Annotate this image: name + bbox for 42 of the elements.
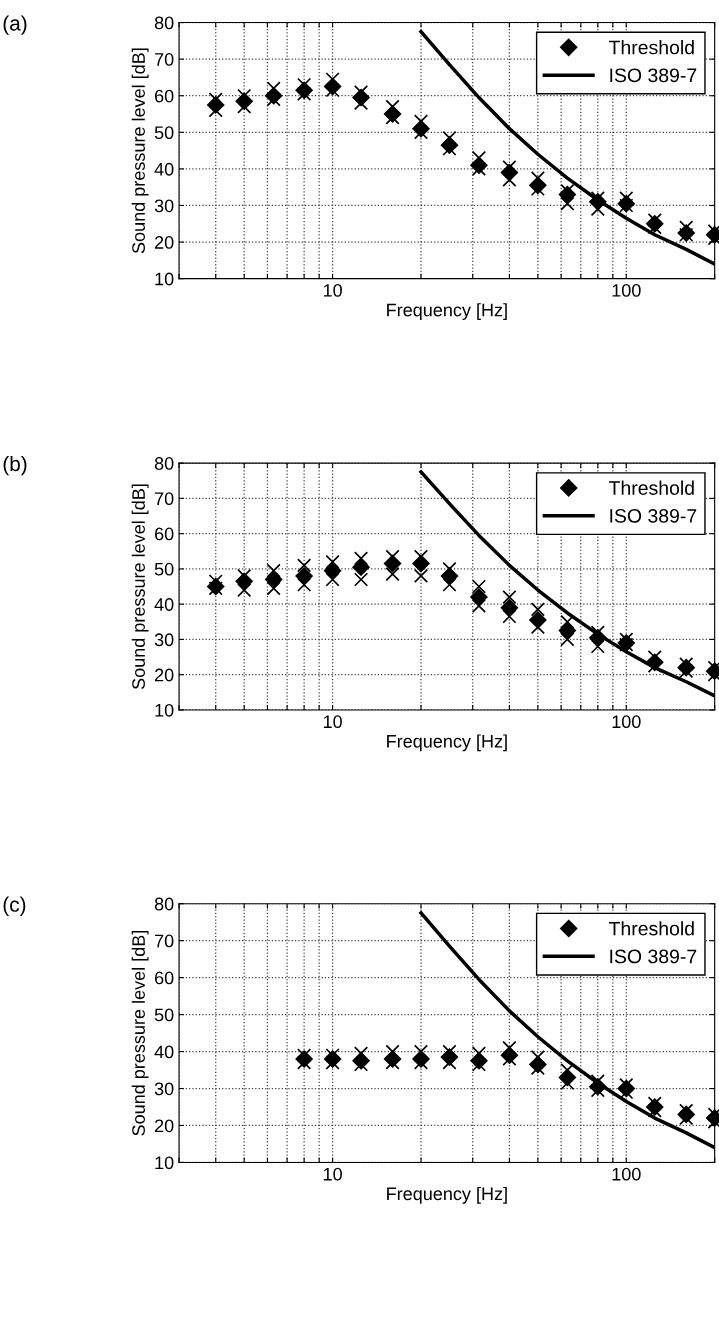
y-axis-title: Sound pressure level [dB] — [131, 930, 149, 1136]
y-tick-label: 70 — [155, 934, 174, 948]
y-tick-label: 60 — [155, 527, 174, 541]
text: (a) — [3, 15, 27, 35]
y-tick-label: 30 — [154, 1082, 174, 1096]
y-tick-label: 40 — [154, 162, 174, 176]
y-tick-label: 10 — [155, 1156, 174, 1170]
y-tick-label: 20 — [155, 668, 174, 682]
y-tick-label: 40 — [154, 1045, 174, 1059]
y-tick-label: 10 — [155, 703, 174, 717]
legend-label: Threshold — [609, 921, 694, 936]
x-tick-label: 100 — [612, 284, 641, 297]
y-tick-label: 20 — [155, 236, 174, 249]
y-tick-label: 20 — [155, 1119, 174, 1133]
legend-label: ISO 389-7 — [610, 949, 697, 964]
legend-label: ISO 389-7 — [610, 508, 697, 523]
legend-label: Threshold — [609, 40, 694, 55]
y-tick-label: 50 — [154, 126, 174, 140]
y-tick-label: 30 — [154, 199, 174, 213]
legend-label: ISO 389-7 — [610, 68, 697, 83]
legend-label: Threshold — [609, 480, 694, 495]
x-tick-label: 100 — [612, 1167, 641, 1181]
y-tick-label: 10 — [155, 272, 174, 286]
x-axis-title: Frequency [Hz] — [387, 734, 507, 752]
y-tick-label: 40 — [154, 598, 174, 611]
y-tick-label: 60 — [155, 971, 174, 985]
text: (c) — [3, 896, 26, 916]
y-tick-label: 30 — [154, 633, 174, 647]
y-tick-label: 70 — [155, 53, 174, 66]
y-tick-label: 80 — [154, 16, 174, 30]
y-tick-label: 80 — [154, 897, 174, 911]
y-tick-label: 70 — [155, 492, 174, 506]
y-tick-label: 80 — [154, 457, 174, 470]
y-axis-title: Sound pressure level [dB] — [131, 48, 149, 254]
x-axis-title: Frequency [Hz] — [387, 1186, 507, 1204]
x-axis-title: Frequency [Hz] — [387, 303, 507, 320]
x-tick-label: 100 — [612, 715, 641, 729]
text: (b) — [3, 455, 27, 476]
y-tick-label: 60 — [155, 89, 174, 103]
y-tick-label: 50 — [154, 1008, 174, 1022]
y-axis-title: Sound pressure level [dB] — [131, 484, 149, 690]
y-tick-label: 50 — [154, 562, 174, 576]
